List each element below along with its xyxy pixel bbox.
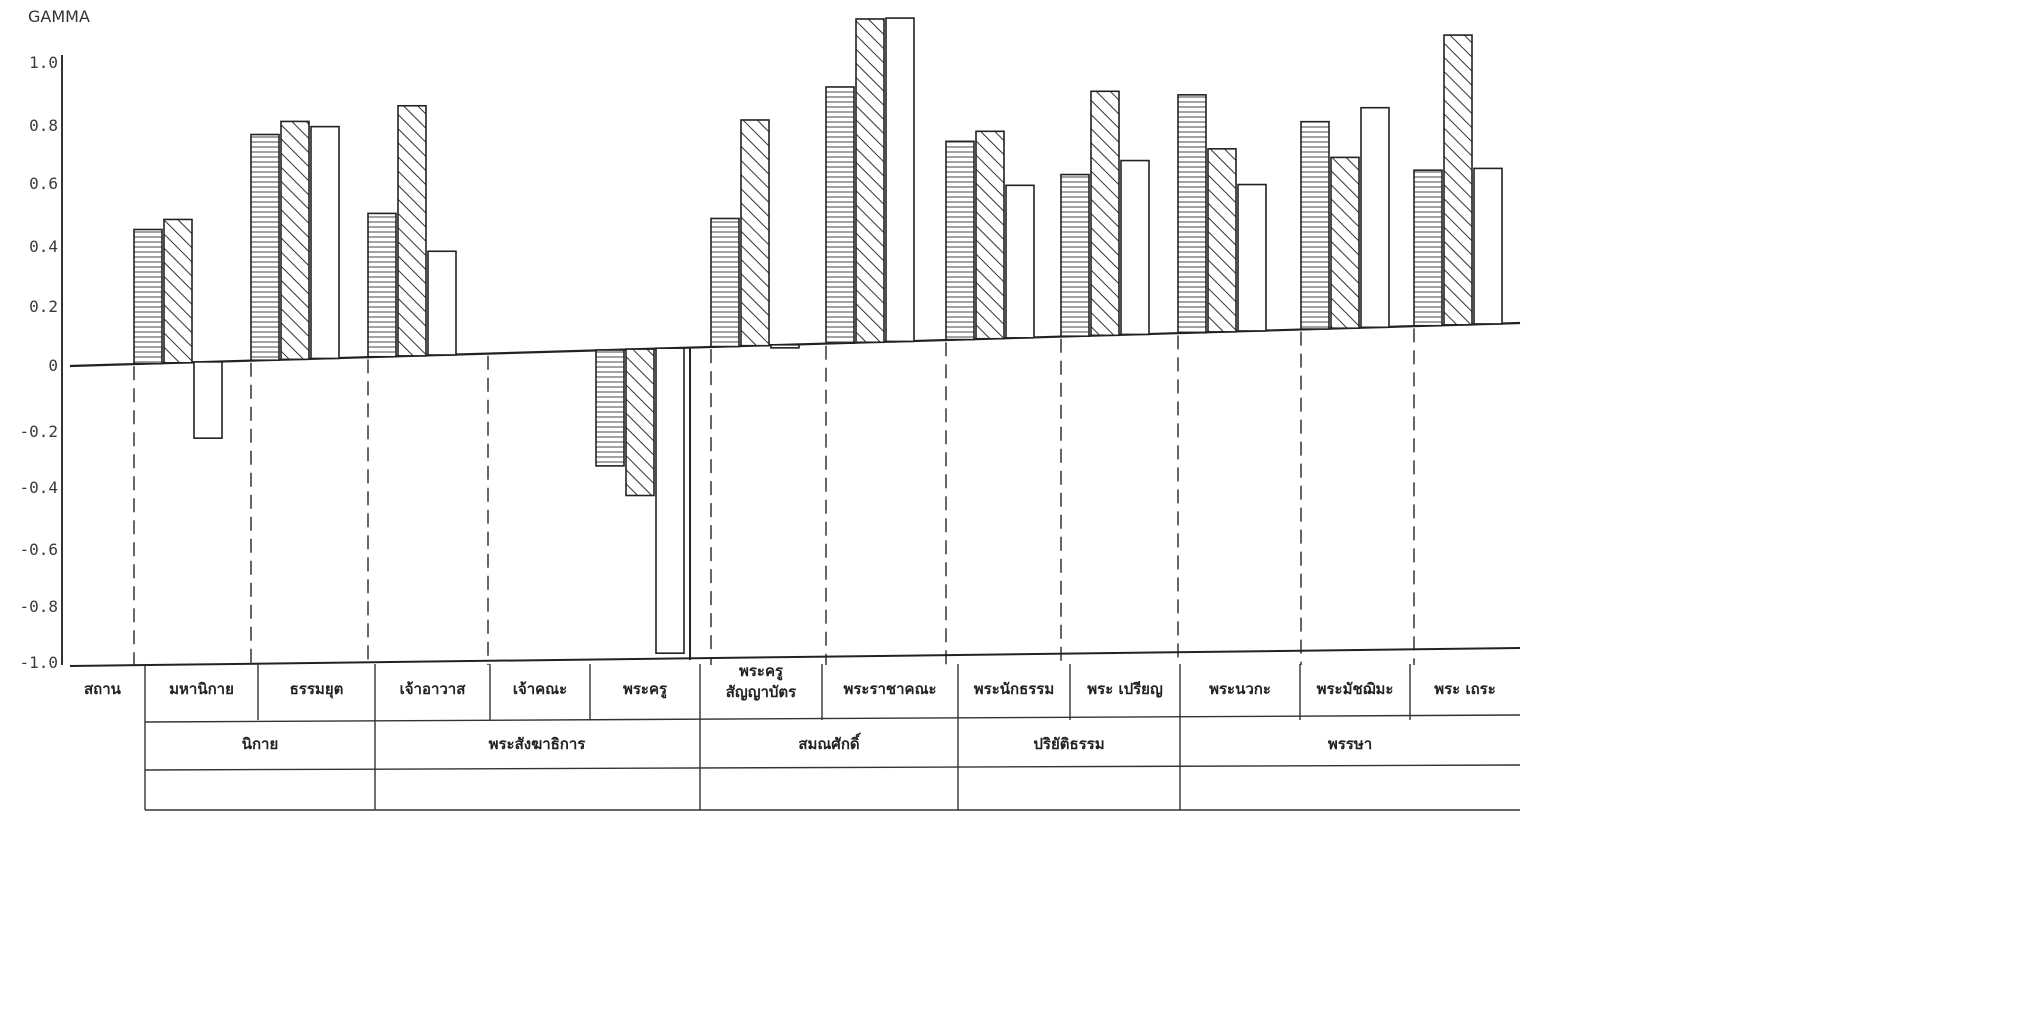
category-label: พระราชาคณะ xyxy=(843,680,936,698)
category-labels: มหานิกาย ธรรมยุต เจ้าอาวาส เจ้าคณะ พระครูพระ… xyxy=(169,662,1496,701)
bar xyxy=(1060,173,1090,337)
category-label: พระ เปรียญ xyxy=(1087,680,1163,698)
group-label: สมณศักดิ์ xyxy=(798,732,861,753)
y-tick-label: 1.0 xyxy=(29,53,58,72)
bar xyxy=(855,18,885,344)
category-label: เจ้าอาวาส xyxy=(400,680,467,698)
bar xyxy=(885,17,915,343)
y-tick-label: -0.2 xyxy=(19,422,58,441)
y-tick-label: -0.8 xyxy=(19,597,58,616)
category-label: สัญญาบัตร xyxy=(726,683,797,701)
category-label: พระครู xyxy=(739,662,784,681)
y-tick-label: -0.4 xyxy=(19,478,58,497)
category-label: พระนวกะ xyxy=(1209,680,1271,698)
group-label: พระสังฆาธิการ xyxy=(489,735,587,753)
bar xyxy=(163,218,193,364)
category-dividers xyxy=(133,328,1415,665)
category-label: มหานิกาย xyxy=(169,680,234,698)
category-label: ธรรมยุต xyxy=(290,680,344,699)
bar xyxy=(625,348,655,497)
bar xyxy=(1443,34,1473,326)
group-labels: นิกาย พระสังฆาธิการ สมณศักดิ์ ปริยัติธรรม พร… xyxy=(242,732,1372,753)
group-label: นิกาย xyxy=(242,735,279,753)
bar xyxy=(193,361,223,439)
y-tick-label: 0.4 xyxy=(29,237,58,256)
bar xyxy=(1360,106,1390,329)
y-tick-label: 0.2 xyxy=(29,297,58,316)
bar xyxy=(1473,167,1503,325)
bar xyxy=(975,130,1005,340)
bar xyxy=(427,250,457,356)
group-label: ปริยัติธรรม xyxy=(1033,735,1104,753)
bar xyxy=(367,212,397,358)
bar xyxy=(310,125,340,360)
bar xyxy=(397,104,427,357)
bar xyxy=(740,119,770,347)
category-label: พระมัชฌิมะ xyxy=(1317,680,1394,698)
bar xyxy=(280,120,310,361)
y-tick-label: 0.6 xyxy=(29,174,58,193)
bar xyxy=(945,140,975,341)
bar xyxy=(250,133,280,362)
bar xyxy=(1300,120,1330,330)
y-tick-label: 0.8 xyxy=(29,116,58,135)
y-axis-label: GAMMA xyxy=(28,7,90,26)
group-label: พรรษา xyxy=(1328,735,1372,753)
category-table xyxy=(69,647,1521,811)
category-label: พระครู xyxy=(623,680,668,699)
bar xyxy=(1237,183,1267,332)
bars xyxy=(133,17,1503,655)
bar xyxy=(770,343,800,349)
y-tick-label: -1.0 xyxy=(19,653,58,672)
category-label: พระนักธรรม xyxy=(974,680,1055,698)
bar xyxy=(1120,159,1150,336)
bar xyxy=(1413,169,1443,327)
bar xyxy=(655,347,685,655)
bar xyxy=(710,217,740,348)
bar xyxy=(825,86,855,344)
bar xyxy=(1090,90,1120,337)
y-tick-label: -0.6 xyxy=(19,540,58,559)
bar xyxy=(1177,94,1207,334)
bar xyxy=(1207,148,1237,333)
bar xyxy=(133,228,163,365)
bar xyxy=(1330,156,1360,329)
y-tick-labels: 1.0 0.8 0.6 0.4 0.2 0 -0.2 -0.4 -0.6 -0.8 -1.0 xyxy=(19,53,58,672)
row-header-label: สถาน xyxy=(84,680,122,698)
bar xyxy=(1005,184,1035,339)
category-label: เจ้าคณะ xyxy=(513,680,567,698)
bar xyxy=(595,349,625,467)
y-tick-label: 0 xyxy=(48,356,58,375)
category-label: พระ เถระ xyxy=(1434,680,1496,698)
